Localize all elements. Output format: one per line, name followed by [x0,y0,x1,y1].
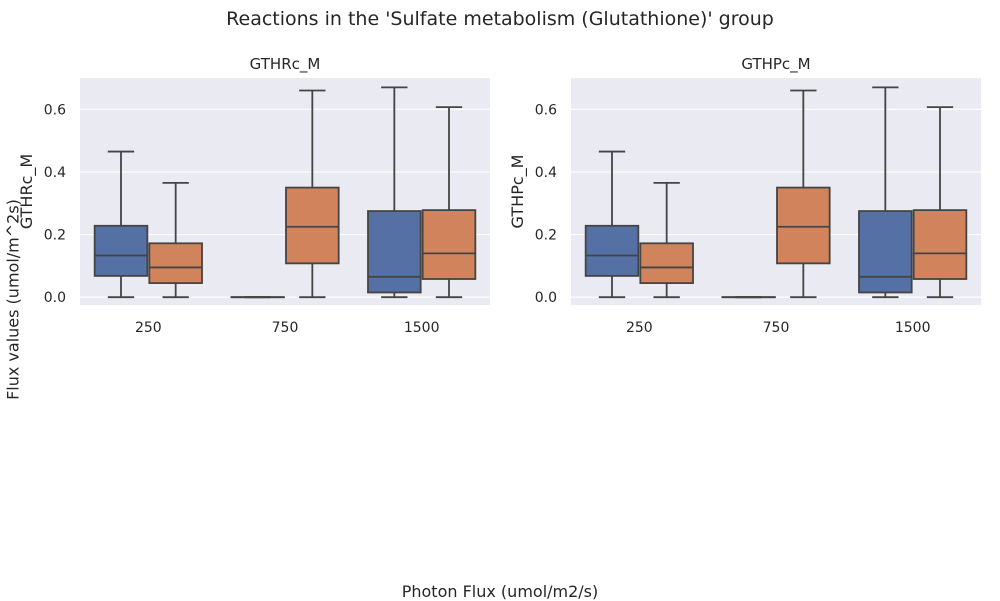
chart-panel-2: 0.0 0.2 0.4 0.6 GTHPc_M GTHPc_M 250 750 1500 [508,55,981,336]
panel-title: GTHRc_M [250,55,321,74]
y-tick-label: 0.6 [44,102,66,118]
y-tick-label: 0.0 [44,290,66,306]
chart-panel-1: 0.0 0.2 0.4 0.6 GTHRc_M GTHRc_M 250 750 1500 [17,55,490,336]
box-body [777,188,830,264]
box-body [368,211,421,292]
y-axis-label: GTHPc_M [508,155,528,229]
y-tick-label: 0.6 [535,102,557,118]
x-tick-label: 1500 [404,320,440,336]
x-tick-label: 1500 [895,320,931,336]
x-tick-label: 250 [626,320,653,336]
x-tick-label: 750 [272,320,299,336]
y-axis-label: GTHRc_M [17,154,37,229]
panel-title: GTHPc_M [741,55,810,74]
y-tick-label: 0.4 [44,165,66,181]
box-body [859,211,912,292]
x-tick-label: 250 [135,320,162,336]
y-tick-label: 0.2 [44,228,66,244]
box-body [914,210,967,279]
y-tick-label: 0.0 [535,290,557,306]
y-tick-label: 0.2 [535,228,557,244]
x-tick-label: 750 [763,320,790,336]
box-body [423,210,476,279]
box-body [95,226,148,276]
box-body [286,188,339,264]
box-body [149,243,202,283]
y-tick-label: 0.4 [535,165,557,181]
box-body [586,226,639,276]
box-body [640,243,693,283]
